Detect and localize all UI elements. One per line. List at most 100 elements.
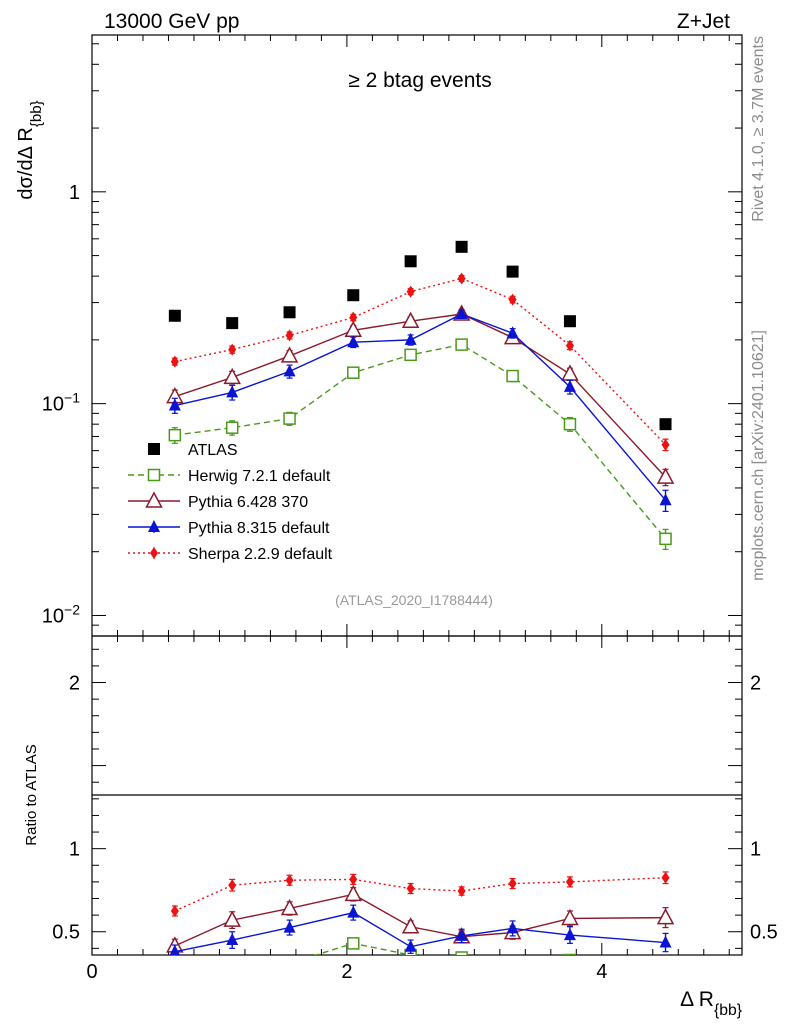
legend: ATLAS Herwig 7.2.1 default Pythia 6.428 37…: [128, 442, 333, 563]
ratio-pythia-8-315-default-point: [455, 928, 468, 941]
ratio-herwig-7-2-1-default-point: [347, 937, 360, 950]
ratio-herwig-7-2-1-default-point: [227, 956, 238, 967]
ratio-pythia-6-428-370-point: [656, 908, 675, 925]
series-sherpa-2-2-9-default-point: [661, 438, 670, 451]
ratio-pythia-6-428-370-point: [561, 908, 579, 926]
ratio-y-tick-label-right: 1: [750, 839, 761, 861]
series-atlas-point: [563, 315, 576, 328]
series-pythia-8-315-default-point: [506, 326, 519, 339]
ratio-pythia-8-315-default-point: [506, 921, 519, 934]
x-tick-label: 4: [596, 961, 607, 983]
ratio-y-tick-label-left: 0.5: [52, 922, 80, 944]
series-herwig-7-2-1-default-point: [168, 428, 182, 442]
legend-marker-pythia-8-315-default: [148, 520, 160, 532]
series-sherpa-2-2-9-default-point: [457, 272, 466, 285]
series-sherpa-2-2-9-default-point: [349, 311, 358, 324]
ratio-herwig-7-2-1-default-point: [455, 951, 468, 955]
series-herwig-7-2-1-default-point: [455, 338, 468, 351]
ratio-herwig-7-2-1-default-point: [284, 958, 295, 969]
legend-label-sherpa-2-2-9-default: Sherpa 2.2.9 default: [188, 546, 333, 563]
ratio-pythia-6-428-370-point: [280, 898, 299, 916]
svg-text:Rivet 4.1.0, ≥ 3.7M events: Rivet 4.1.0, ≥ 3.7M events: [750, 36, 767, 222]
ratio-sherpa-2-2-9-default-point: [406, 882, 415, 895]
series-pythia-6-428-370-point: [401, 311, 420, 328]
series-sherpa-2-2-9-default-point: [508, 293, 517, 306]
series-pythia-8-315-default-point: [283, 364, 296, 377]
axis-ticks: [91, 35, 742, 955]
series-herwig-7-2-1-default-point: [404, 348, 417, 362]
series-atlas-point: [659, 418, 672, 431]
ratio-pythia-6-428-370-point: [401, 917, 420, 934]
ratio-pythia-6-428-370-point: [344, 884, 363, 902]
header-collision-label: 13000 GeV pp: [104, 10, 239, 33]
series-pythia-8-315-default-point: [168, 398, 181, 411]
axis-tick-labels: 0 2 4 10−2 10−1 1 0.5 0.5 1 1 2 2: [42, 182, 778, 983]
ratio-pythia-8-315-default-point: [404, 939, 417, 952]
series-pythia-6-428-370-point: [280, 346, 299, 363]
ratio-pythia-8-315-default-point: [659, 935, 672, 948]
x-tick-label: 0: [86, 961, 97, 983]
series-sherpa-2-2-9-default-point: [565, 339, 574, 352]
ratio-pythia-8-315-default-point: [283, 920, 296, 933]
series-pythia-8-315-default-point: [563, 379, 576, 392]
series-sherpa-2-2-9-default-point: [170, 355, 179, 368]
rivet-version-label: Rivet 4.1.0, ≥ 3.7M events: [750, 36, 767, 222]
series-pythia-8-315-default-point: [455, 306, 468, 319]
ratio-pythia-8-315-default-point: [563, 928, 576, 941]
ratio-sherpa-2-2-9-default-line: [174, 877, 666, 912]
ratio-sherpa-2-2-9-default-point: [661, 871, 670, 884]
x-axis-label: Δ R{bb}: [680, 988, 742, 1019]
y-tick-label: 1: [69, 182, 80, 204]
series-herwig-7-2-1-default-point: [506, 369, 519, 383]
series-pythia-6-428-370-point: [656, 467, 675, 484]
legend-label-herwig-7-2-1-default: Herwig 7.2.1 default: [188, 468, 331, 485]
y-axis-label-ratio: Ratio to ATLAS: [23, 744, 40, 845]
main-series-group: [166, 240, 675, 551]
ratio-y-tick-label-right: 0.5: [750, 922, 778, 944]
ratio-pythia-6-428-370-line: [174, 893, 666, 947]
series-atlas-point: [226, 317, 239, 330]
svg-text:mcplots.cern.ch [arXiv:2401.10: mcplots.cern.ch [arXiv:2401.10621]: [750, 330, 767, 581]
svg-text:dσ/dΔ R{bb}: dσ/dΔ R{bb}: [15, 100, 45, 199]
series-herwig-7-2-1-default-point: [283, 412, 296, 425]
ratio-sherpa-2-2-9-default-point: [565, 875, 574, 888]
ratio-y-tick-label-left: 1: [69, 839, 80, 861]
ratio-sherpa-2-2-9-default-point: [508, 877, 517, 890]
y-tick-label: 10−1: [42, 390, 80, 416]
ratio-sherpa-2-2-9-default-point: [457, 885, 466, 898]
series-herwig-7-2-1-default-point: [563, 417, 577, 431]
ratio-sherpa-2-2-9-default-point: [285, 874, 294, 887]
ratio-herwig-7-2-1-default-point: [563, 953, 577, 955]
series-atlas-point: [506, 265, 519, 278]
series-pythia-8-315-default-point: [659, 493, 672, 506]
series-herwig-7-2-1-default-point: [225, 421, 239, 434]
legend-marker-pythia-6-428-370: [145, 491, 163, 508]
ratio-herwig-7-2-1-default-point: [169, 964, 180, 975]
legend-marker-herwig-7-2-1-default: [147, 468, 161, 482]
ratio-series-group: [166, 871, 675, 975]
ratio-pythia-6-428-370-point: [223, 910, 241, 927]
series-sherpa-2-2-9-default-point: [285, 329, 294, 342]
series-pythia-8-315-default-point: [404, 332, 417, 345]
series-atlas-point: [347, 289, 360, 302]
y-tick-label: 10−2: [42, 601, 80, 627]
ratio-herwig-7-2-1-default-line: [313, 942, 425, 955]
legend-label-pythia-6-428-370: Pythia 6.428 370: [188, 494, 308, 511]
legend-label-pythia-8-315-default: Pythia 8.315 default: [188, 520, 330, 537]
ratio-sherpa-2-2-9-default-point: [349, 873, 358, 886]
series-sherpa-2-2-9-default-point: [228, 343, 237, 356]
series-pythia-6-428-370-line: [174, 313, 667, 478]
series-atlas-point: [168, 309, 181, 322]
ratio-herwig-7-2-1-default-point: [660, 961, 671, 972]
series-pythia-8-315-default-point: [226, 385, 239, 398]
series-sherpa-2-2-9-default-point: [406, 285, 415, 298]
series-herwig-7-2-1-default-point: [659, 532, 672, 546]
legend-marker-sherpa-2-2-9-default: [150, 547, 158, 559]
ratio-pythia-8-315-default-point: [169, 944, 181, 955]
legend-label-atlas: ATLAS: [188, 442, 238, 459]
series-atlas-point: [283, 306, 296, 319]
ratio-y-tick-label-left: 2: [69, 673, 80, 695]
series-sherpa-2-2-9-default-line: [174, 277, 667, 446]
series-atlas-point: [455, 240, 468, 253]
series-pythia-6-428-370-point: [561, 364, 579, 381]
